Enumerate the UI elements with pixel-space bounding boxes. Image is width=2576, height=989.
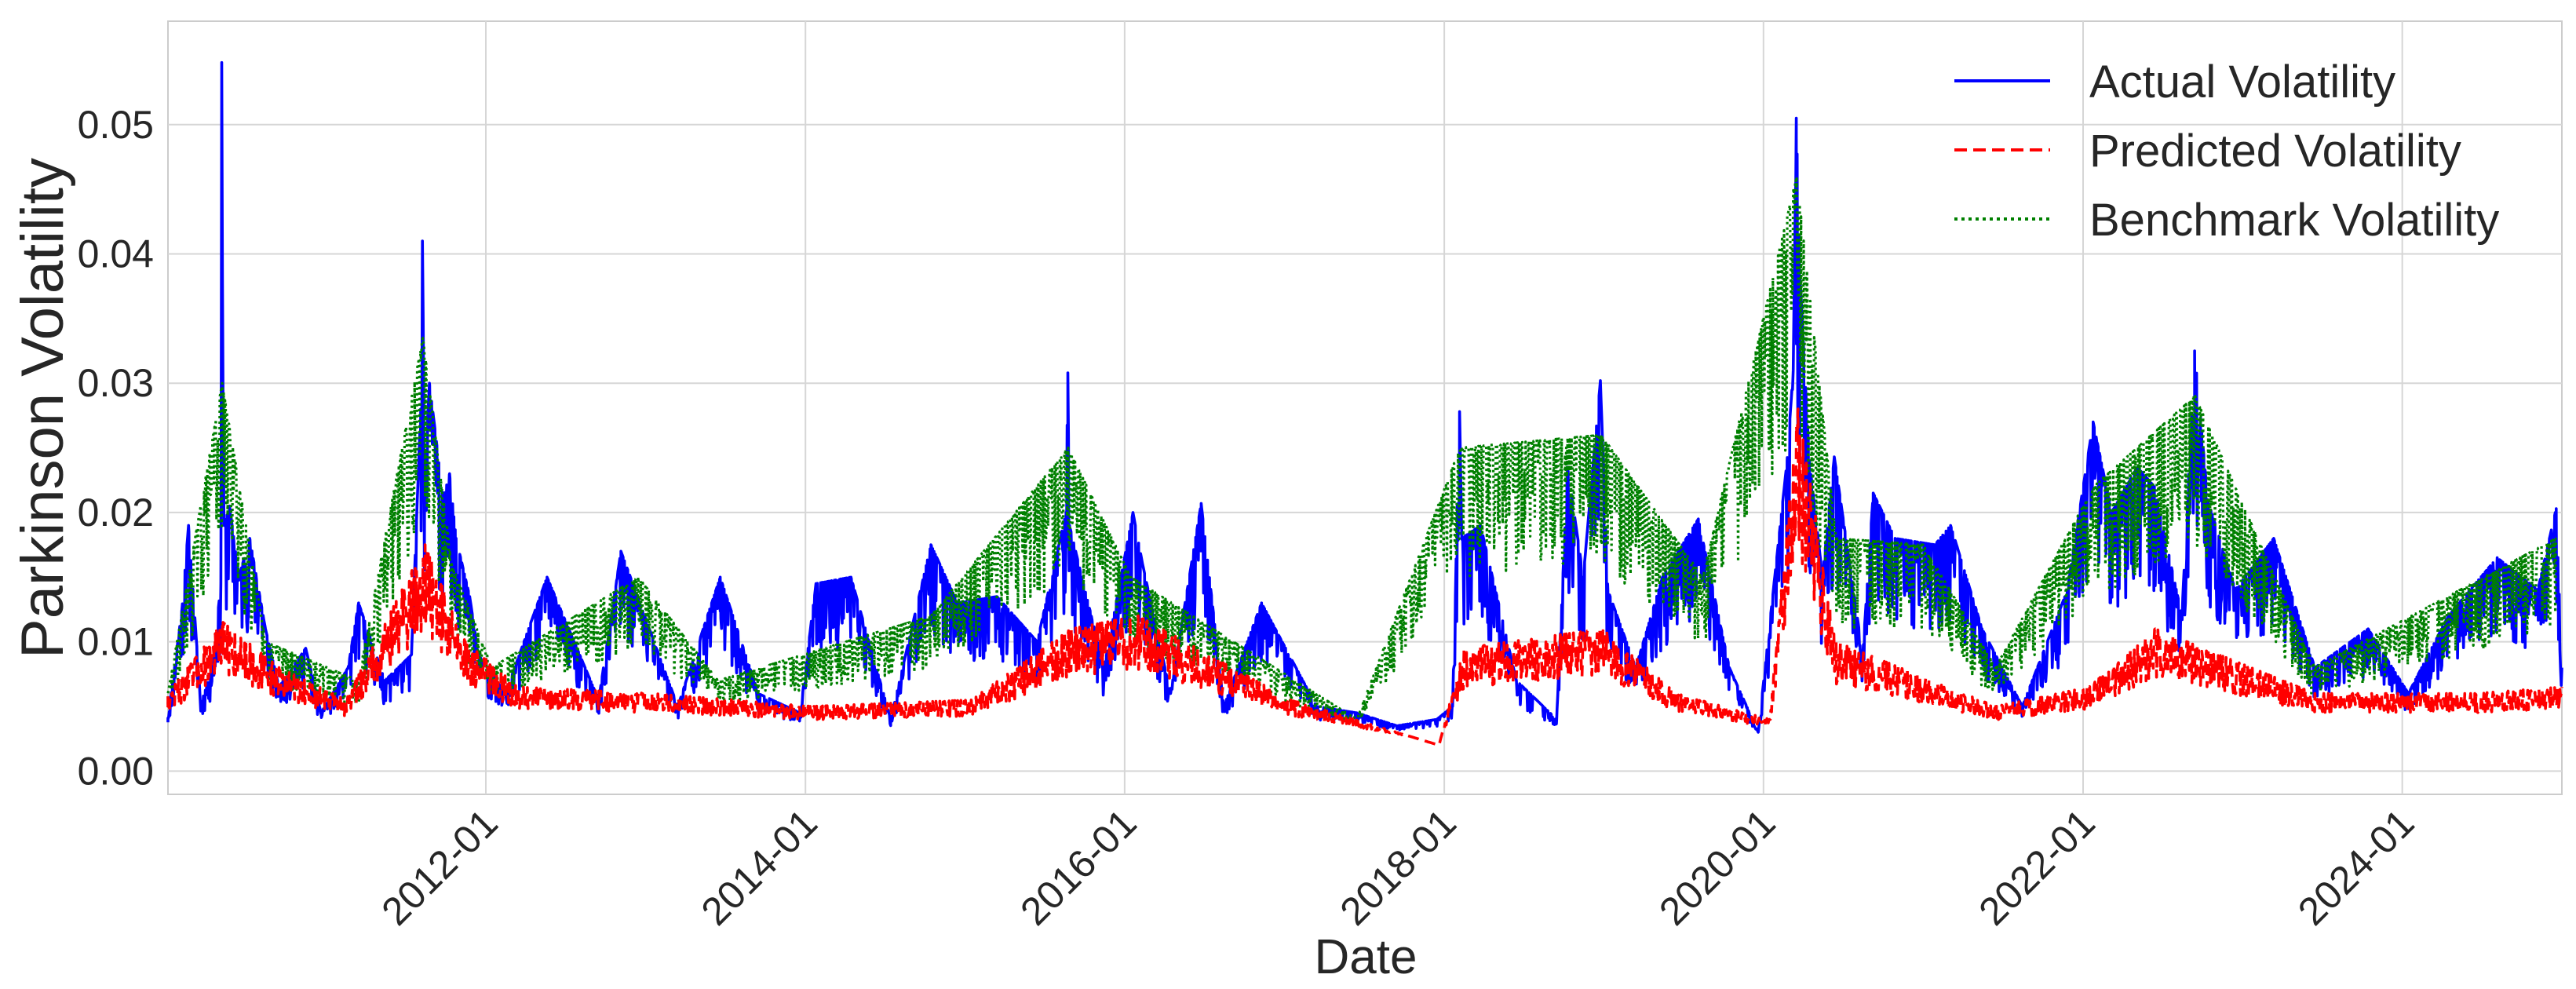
y-tick-labels: 0.00 0.01 0.02 0.03 0.04 0.05 [78, 103, 154, 794]
y-tick-label: 0.05 [78, 103, 154, 147]
x-axis-label: Date [1315, 930, 1418, 984]
y-axis-label: Parkinson Volatility [9, 158, 76, 659]
x-tick-label: 2016-01 [1012, 801, 1144, 933]
y-tick-label: 0.03 [78, 361, 154, 405]
y-tick-label: 0.04 [78, 232, 154, 276]
series-layer [166, 60, 2563, 747]
y-tick-label: 0.01 [78, 620, 154, 664]
legend: Actual Volatility Predicted Volatility B… [1954, 57, 2499, 246]
series-benchmark-line [166, 175, 2558, 727]
legend-actual-label: Actual Volatility [2089, 57, 2395, 108]
x-tick-label: 2024-01 [2290, 801, 2422, 933]
legend-benchmark-label: Benchmark Volatility [2089, 195, 2499, 246]
x-tick-label: 2012-01 [373, 801, 505, 933]
x-tick-labels: 2012-01 2014-01 2016-01 2018-01 2020-01 2022-… [373, 801, 2422, 933]
x-tick-label: 2018-01 [1332, 801, 1465, 933]
series-predicted-line [166, 407, 2563, 747]
x-tick-label: 2020-01 [1651, 801, 1783, 933]
legend-predicted-label: Predicted Volatility [2089, 126, 2461, 177]
y-tick-label: 0.00 [78, 749, 154, 793]
x-tick-label: 2014-01 [693, 801, 826, 933]
x-tick-label: 2022-01 [1970, 801, 2103, 933]
y-tick-label: 0.02 [78, 491, 154, 535]
